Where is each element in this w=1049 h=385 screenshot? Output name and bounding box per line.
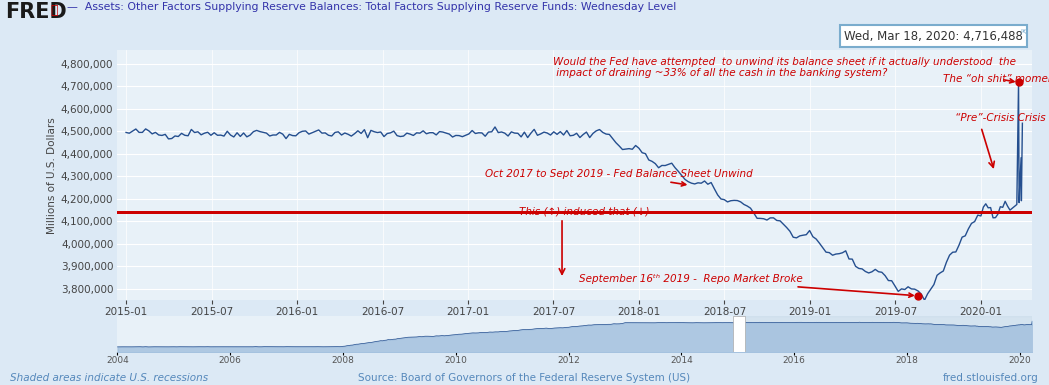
Text: —  Assets: Other Factors Supplying Reserve Balances: Total Factors Supplying Res: — Assets: Other Factors Supplying Reserv…	[67, 2, 677, 12]
Bar	[733, 316, 745, 352]
Text: “Pre”-Crisis Crisis: “Pre”-Crisis Crisis	[956, 113, 1046, 123]
Y-axis label: Millions of U.S. Dollars: Millions of U.S. Dollars	[46, 117, 57, 234]
Text: The “oh shit” moment: The “oh shit” moment	[943, 74, 1049, 84]
Text: Wed, Mar 18, 2020: 4,716,488: Wed, Mar 18, 2020: 4,716,488	[844, 30, 1023, 43]
Text: fred.stlouisfed.org: fred.stlouisfed.org	[943, 373, 1039, 383]
Text: Source: Board of Governors of the Federal Reserve System (US): Source: Board of Governors of the Federa…	[359, 373, 690, 383]
Text: Oct 2017 to Sept 2019 - Fed Balance Sheet Unwind: Oct 2017 to Sept 2019 - Fed Balance Shee…	[485, 169, 753, 186]
Bar	[737, 316, 1032, 352]
Text: FRED: FRED	[5, 2, 67, 22]
Text: This (↑) induced that (↓): This (↑) induced that (↓)	[519, 206, 649, 216]
Text: Would the Fed have attempted  to unwind its balance sheet if it actually underst: Would the Fed have attempted to unwind i…	[554, 57, 1016, 79]
Text: Shaded areas indicate U.S. recessions: Shaded areas indicate U.S. recessions	[10, 373, 209, 383]
Text: September 16ᵗʰ 2019 -  Repo Market Broke: September 16ᵗʰ 2019 - Repo Market Broke	[579, 274, 913, 297]
Text: ⟋: ⟋	[50, 4, 58, 17]
Text: ⇱: ⇱	[1021, 27, 1028, 37]
